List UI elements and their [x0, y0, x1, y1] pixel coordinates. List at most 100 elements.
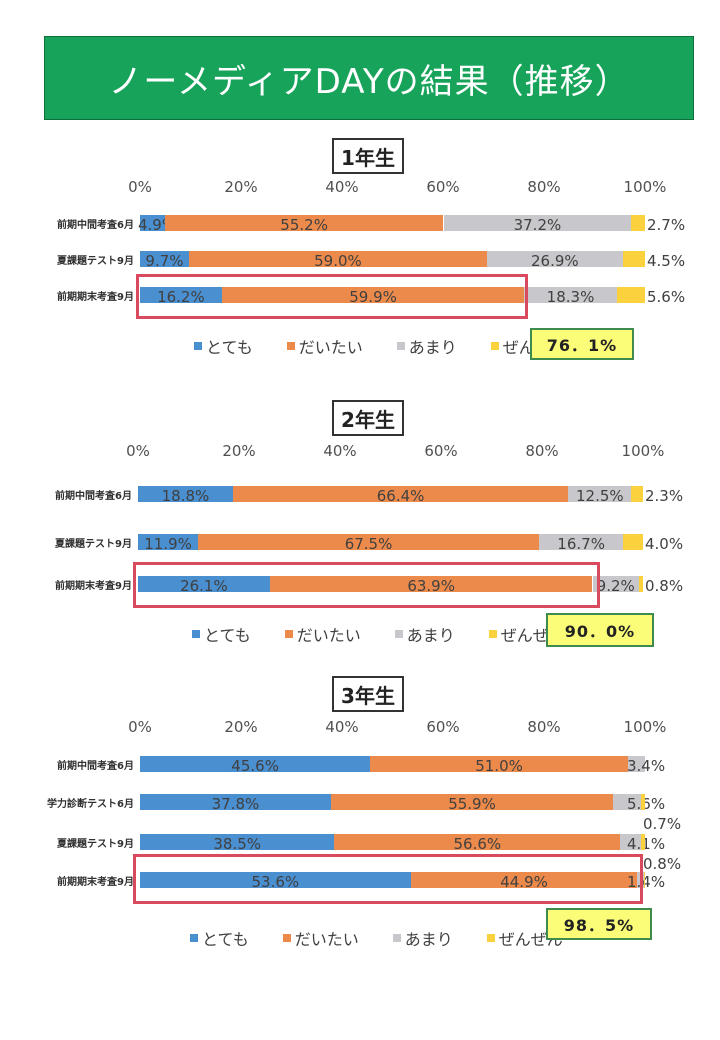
legend: とてもだいたいあまりぜんぜん: [192, 622, 599, 646]
bar-segment-totemo: [138, 534, 199, 550]
data-label: 53.6%: [251, 873, 300, 891]
legend-item-totemo: とても: [190, 926, 249, 950]
page-title: ノーメディアDAYの結果（推移）: [108, 61, 630, 102]
data-label: 2.3%: [645, 487, 684, 505]
data-label: 0.8%: [643, 855, 682, 873]
data-label: 9.7%: [145, 252, 184, 270]
bar-segment-zenzen: [638, 576, 643, 592]
result-badge: 98．5%: [546, 908, 652, 940]
bar-segment-zenzen: [622, 251, 646, 267]
x-tick-label: 60%: [424, 442, 458, 460]
bar-segment-amari: [524, 287, 617, 303]
category-label: 前期期末考査9月: [55, 581, 132, 592]
data-label: 18.8%: [161, 487, 210, 505]
legend-swatch: [394, 630, 403, 638]
x-tick-label: 0%: [128, 178, 152, 196]
x-tick-label: 80%: [525, 442, 559, 460]
data-label: 9.2%: [596, 577, 635, 595]
data-label: 38.5%: [213, 835, 262, 853]
bar-segment-zenzen: [623, 534, 644, 550]
data-label: 59.9%: [349, 288, 397, 306]
chart-title: 2年生: [332, 400, 404, 436]
bar-segment-zenzen: [641, 794, 645, 810]
data-label: 37.8%: [211, 795, 260, 813]
result-badge: 76．1%: [530, 328, 634, 360]
bar-segment-totemo: [140, 794, 331, 810]
bar-segment-daitai: [334, 834, 621, 850]
bar-segment-totemo: [140, 215, 165, 231]
data-label: 26.9%: [531, 252, 579, 270]
x-tick-label: 40%: [325, 718, 359, 736]
legend: とてもだいたいあまりぜんぜん: [190, 926, 597, 950]
bar-segment-totemo: [138, 486, 233, 502]
legend-label: あまり: [406, 626, 455, 645]
data-label: 4.5%: [647, 252, 686, 270]
chart-grade-3: 3年生 0% 20% 40% 60% 80% 100% 前期中間考査6月 45.6% 51.0% 3…: [0, 676, 720, 949]
category-label: 前期期末考査9月: [57, 292, 134, 303]
legend-swatch: [284, 630, 293, 638]
category-label: 前期中間考査6月: [55, 491, 132, 502]
chart-title: 1年生: [332, 138, 404, 174]
data-label: 18.3%: [546, 288, 595, 306]
bar-segment-amari: [538, 534, 624, 550]
data-label: 16.2%: [157, 288, 205, 306]
bar-segment-daitai: [221, 287, 525, 303]
bar-segment-zenzen: [631, 215, 645, 231]
bar-segment-amari: [486, 251, 623, 267]
legend-label: だいたい: [296, 626, 361, 645]
bar-segment-totemo: [140, 287, 222, 303]
legend-swatch: [286, 342, 295, 350]
x-tick-label: 20%: [224, 718, 258, 736]
data-label: 0.8%: [645, 577, 684, 595]
bar-segment-zenzen: [640, 834, 645, 850]
x-tick-label: 40%: [323, 442, 357, 460]
data-label: 44.9%: [500, 873, 548, 891]
category-label: 夏課題テスト9月: [57, 256, 134, 267]
legend-item-totemo: とても: [194, 334, 253, 358]
legend-swatch: [282, 934, 291, 942]
data-label: 63.9%: [407, 577, 455, 595]
bar-segment-totemo: [140, 834, 335, 850]
data-label: 5.6%: [627, 795, 666, 813]
bar-segment-amari: [627, 756, 645, 772]
legend-swatch: [194, 342, 202, 350]
legend-label: とても: [206, 338, 253, 357]
bar-segment-daitai: [370, 756, 628, 772]
x-tick-label: 0%: [128, 718, 152, 736]
legend-swatch: [396, 342, 405, 350]
page-title-banner: ノーメディアDAYの結果（推移）: [44, 36, 694, 120]
bar-segment-totemo: [140, 251, 189, 267]
legend-swatch: [486, 934, 495, 942]
category-label: 前期中間考査6月: [57, 220, 134, 231]
bar-segment-zenzen: [644, 872, 645, 888]
highlight-box: [133, 562, 600, 608]
data-label: 1.4%: [627, 873, 666, 891]
data-label: 4.0%: [645, 535, 684, 553]
legend-label: だいたい: [298, 338, 363, 357]
bar-segment-daitai: [269, 576, 593, 592]
bar-segment-totemo: [138, 576, 270, 592]
x-tick-label: 60%: [426, 718, 460, 736]
data-label: 55.2%: [280, 216, 328, 234]
bar-segment-zenzen: [631, 486, 643, 502]
data-label: 66.4%: [376, 487, 425, 505]
data-label: 3.4%: [627, 757, 666, 775]
data-label: 51.0%: [475, 757, 523, 775]
legend-item-daitai: だいたい: [282, 926, 359, 950]
chart-title: 3年生: [332, 676, 404, 712]
result-badge: 90．0%: [546, 613, 654, 647]
bar-segment-daitai: [198, 534, 539, 550]
x-tick-label: 80%: [527, 718, 561, 736]
bar-segment-zenzen: [616, 287, 645, 303]
category-label: 夏課題テスト9月: [55, 539, 132, 550]
highlight-box: [136, 274, 528, 319]
bar-segment-totemo: [140, 872, 411, 888]
highlight-box: [133, 854, 643, 904]
x-tick-label: 20%: [222, 442, 256, 460]
legend-swatch: [488, 630, 497, 638]
bar-segment-daitai: [188, 251, 487, 267]
data-label: 37.2%: [513, 216, 562, 234]
legend-label: だいたい: [294, 930, 359, 949]
bar-segment-daitai: [164, 215, 444, 231]
x-tick-label: 100%: [623, 178, 667, 196]
